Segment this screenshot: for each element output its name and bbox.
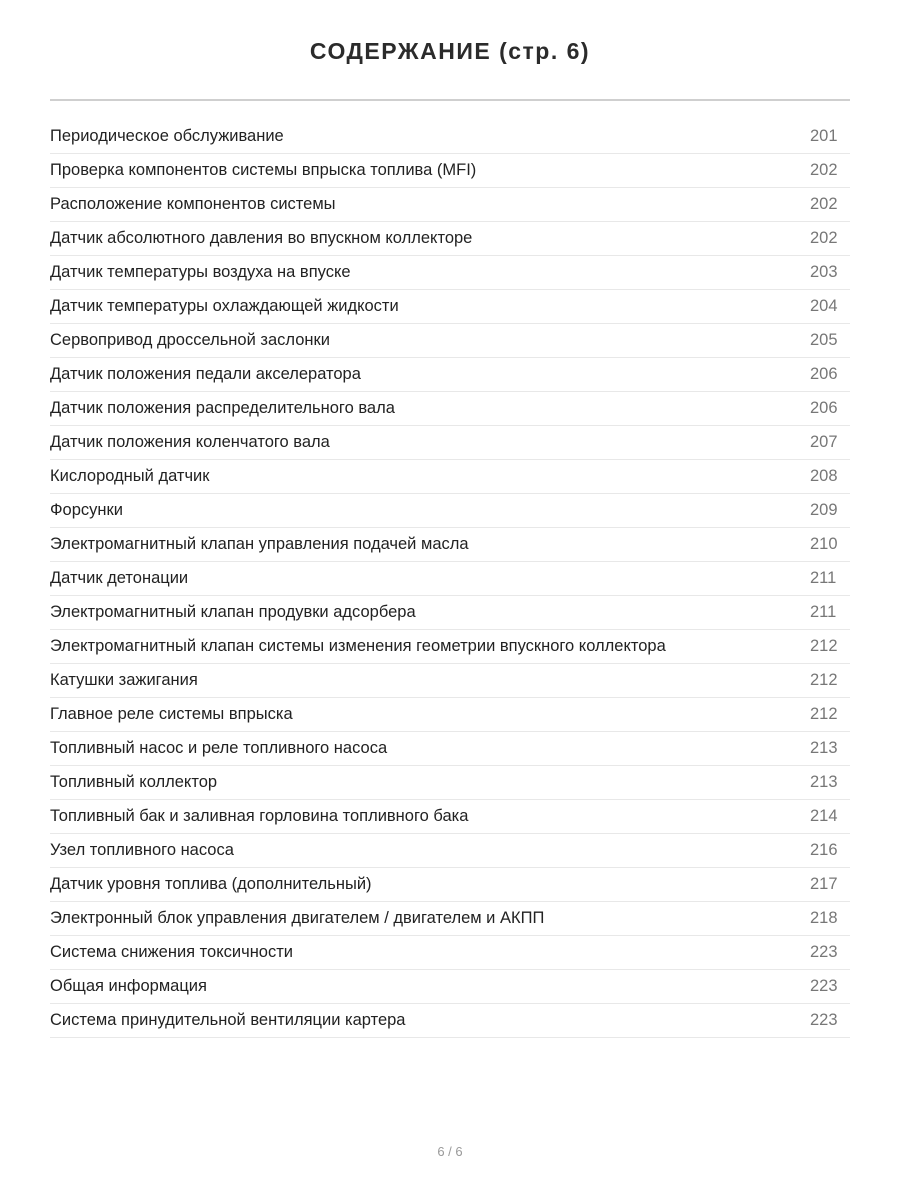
toc-entry-page: 206 <box>810 365 838 383</box>
toc-entry-title: Форсунки <box>50 501 123 519</box>
toc-entry[interactable]: Периодическое обслуживание 201 <box>50 120 850 154</box>
toc-entry-title: Топливный бак и заливная горловина топли… <box>50 807 469 825</box>
toc-entry-title: Электромагнитный клапан продувки адсорбе… <box>50 603 416 621</box>
toc-entry[interactable]: Сервопривод дроссельной заслонки 205 <box>50 324 850 358</box>
toc-entry[interactable]: Форсунки 209 <box>50 494 850 528</box>
toc-entry-page: 211 <box>810 569 837 587</box>
toc-entry-page: 205 <box>810 331 838 349</box>
toc-entry-title: Датчик температуры охлаждающей жидкости <box>50 297 399 315</box>
toc-entry-title: Проверка компонентов системы впрыска топ… <box>50 161 477 179</box>
toc-entry[interactable]: Электромагнитный клапан системы изменени… <box>50 630 850 664</box>
toc-entry-title: Датчик детонации <box>50 569 189 587</box>
toc-entry-page: 223 <box>810 977 838 995</box>
toc-entry-page: 223 <box>810 943 838 961</box>
toc-entry-title: Сервопривод дроссельной заслонки <box>50 331 330 349</box>
toc-entry[interactable]: Общая информация 223 <box>50 970 850 1004</box>
toc-entry-page: 201 <box>810 127 838 145</box>
table-of-contents: Периодическое обслуживание 201 Проверка ко… <box>50 120 850 1038</box>
toc-entry-title: Кислородный датчик <box>50 467 210 485</box>
toc-entry[interactable]: Электронный блок управления двигателем /… <box>50 902 850 936</box>
toc-entry-page: 211 <box>810 603 837 621</box>
toc-entry-page: 202 <box>810 161 838 179</box>
toc-entry-title: Система снижения токсичности <box>50 943 294 961</box>
toc-entry-page: 217 <box>810 875 838 893</box>
toc-entry[interactable]: Система принудительной вентиляции картер… <box>50 1004 850 1038</box>
toc-entry-title: Общая информация <box>50 977 207 995</box>
toc-entry-page: 202 <box>810 195 838 213</box>
toc-entry[interactable]: Катушки зажигания 212 <box>50 664 850 698</box>
toc-entry[interactable]: Датчик детонации 211 <box>50 562 850 596</box>
toc-entry-page: 216 <box>810 841 838 859</box>
toc-entry[interactable]: Расположение компонентов системы 202 <box>50 188 850 222</box>
toc-entry-title: Датчик положения педали акселератора <box>50 365 361 383</box>
toc-entry-title: Электромагнитный клапан системы изменени… <box>50 637 666 655</box>
toc-entry[interactable]: Датчик температуры воздуха на впуске 203 <box>50 256 850 290</box>
toc-entry-page: 213 <box>810 739 838 757</box>
toc-entry-page: 223 <box>810 1011 838 1029</box>
toc-entry-page: 202 <box>810 229 838 247</box>
toc-entry-page: 212 <box>810 637 838 655</box>
toc-entry[interactable]: Главное реле системы впрыска 212 <box>50 698 850 732</box>
toc-entry-title: Датчик температуры воздуха на впуске <box>50 263 351 281</box>
toc-entry[interactable]: Кислородный датчик 208 <box>50 460 850 494</box>
page-number: 6 / 6 <box>437 1144 463 1159</box>
toc-entry-page: 207 <box>810 433 838 451</box>
toc-entry-page: 203 <box>810 263 838 281</box>
toc-entry[interactable]: Топливный насос и реле топливного насоса… <box>50 732 850 766</box>
toc-entry-title: Топливный коллектор <box>50 773 218 791</box>
toc-entry[interactable]: Датчик положения педали акселератора 206 <box>50 358 850 392</box>
toc-entry-page: 214 <box>810 807 838 825</box>
toc-entry-page: 206 <box>810 399 838 417</box>
toc-entry-title: Система принудительной вентиляции картер… <box>50 1011 406 1029</box>
toc-entry[interactable]: Датчик температуры охлаждающей жидкости 2… <box>50 290 850 324</box>
toc-entry-title: Катушки зажигания <box>50 671 198 689</box>
toc-entry-title: Датчик положения распределительного вала <box>50 399 395 417</box>
toc-entry[interactable]: Электромагнитный клапан продувки адсорбе… <box>50 596 850 630</box>
page-title: СОДЕРЖАНИЕ (стр. 6) <box>309 38 591 64</box>
toc-entry[interactable]: Датчик положения коленчатого вала 207 <box>50 426 850 460</box>
toc-entry-page: 212 <box>810 705 838 723</box>
toc-entry[interactable]: Проверка компонентов системы впрыска топ… <box>50 154 850 188</box>
toc-entry-page: 212 <box>810 671 838 689</box>
toc-entry-title: Электронный блок управления двигателем /… <box>50 909 545 927</box>
toc-entry-page: 208 <box>810 467 838 485</box>
title-divider <box>50 99 850 101</box>
toc-entry-page: 209 <box>810 501 838 519</box>
toc-entry-title: Датчик уровня топлива (дополнительный) <box>50 875 372 893</box>
toc-entry-title: Датчик положения коленчатого вала <box>50 433 330 451</box>
toc-entry-title: Расположение компонентов системы <box>50 195 336 213</box>
toc-entry-title: Узел топливного насоса <box>50 841 234 859</box>
toc-entry-page: 213 <box>810 773 838 791</box>
toc-entry-page: 210 <box>810 535 838 553</box>
toc-entry-title: Электромагнитный клапан управления подач… <box>50 535 469 553</box>
toc-entry-page: 204 <box>810 297 838 315</box>
toc-entry[interactable]: Датчик положения распределительного вала… <box>50 392 850 426</box>
toc-entry[interactable]: Электромагнитный клапан управления подач… <box>50 528 850 562</box>
toc-entry[interactable]: Топливный коллектор 213 <box>50 766 850 800</box>
toc-entry[interactable]: Датчик абсолютного давления во впускном … <box>50 222 850 256</box>
toc-entry-title: Главное реле системы впрыска <box>50 705 293 723</box>
toc-entry[interactable]: Датчик уровня топлива (дополнительный) 21… <box>50 868 850 902</box>
toc-entry-title: Периодическое обслуживание <box>50 127 284 145</box>
toc-entry-page: 218 <box>810 909 838 927</box>
toc-entry[interactable]: Топливный бак и заливная горловина топли… <box>50 800 850 834</box>
toc-entry-title: Датчик абсолютного давления во впускном … <box>50 229 473 247</box>
toc-entry[interactable]: Система снижения токсичности 223 <box>50 936 850 970</box>
toc-entry[interactable]: Узел топливного насоса 216 <box>50 834 850 868</box>
toc-entry-title: Топливный насос и реле топливного насоса <box>50 739 388 757</box>
